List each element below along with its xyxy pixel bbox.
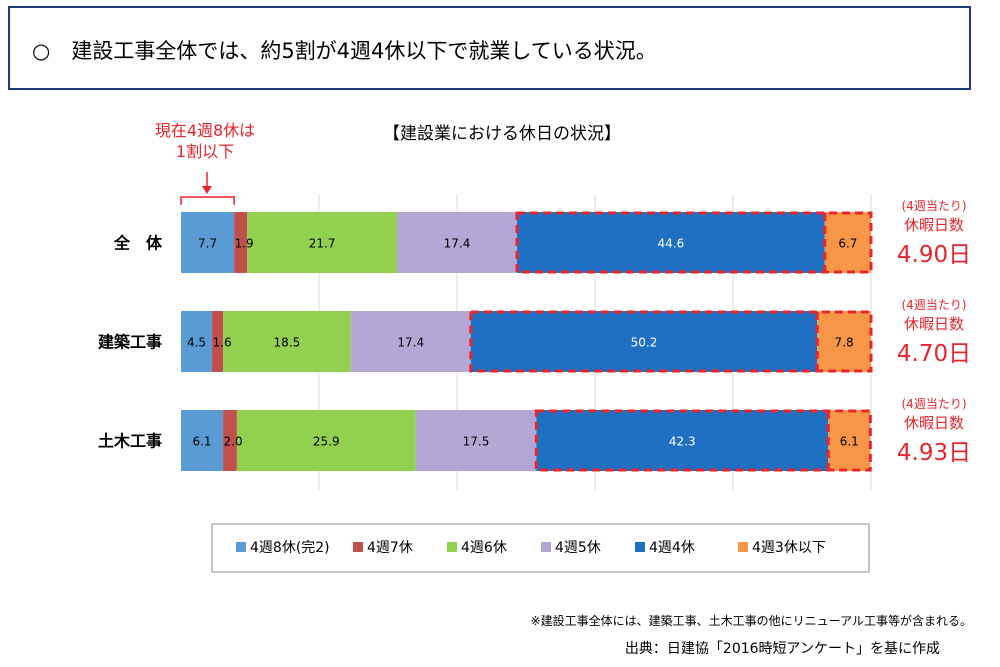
bar-segment [817,311,871,372]
callout: 現在4週8休は 1割以下 [120,120,290,162]
data-label: 1.9 [235,237,254,251]
legend-label: 4週3休以下 [752,540,826,556]
legend-swatch [738,542,748,552]
callout-arrow-head [202,186,212,194]
legend-swatch [635,542,645,552]
data-label: 6.1 [192,435,211,449]
bar-segment [247,212,397,273]
data-label: 2.0 [224,435,243,449]
chart-title: 【建設業における休日の状況】 [383,124,621,144]
data-label: 4.5 [187,336,206,350]
header-text: ○ 建設工事全体では、約5割が4週4休以下で就業している状況。 [32,39,657,63]
bar-segment [828,410,871,471]
data-label: 44.6 [658,237,685,251]
data-label: 17.5 [463,435,490,449]
bar-segment [223,410,237,471]
callout-line1: 現在4週8休は [154,121,256,140]
footnote: ※建設工事全体には、建築工事、土木工事の他にリニューアル工事等が含まれる。 [530,614,972,628]
bar-segment [223,311,351,372]
legend-label: 4週4休 [649,540,695,556]
bar-segment [236,410,416,471]
data-label: 17.4 [397,336,424,350]
category-label: 土木工事 [98,432,162,451]
callout-bracket [180,196,235,205]
legend-swatch [447,542,457,552]
legend-swatch [353,542,363,552]
bar-segment [396,212,518,273]
bar-segment [212,311,224,372]
bar-segment [181,311,213,372]
legend-label: 4週6休 [461,540,507,556]
side-label-sub: (4週当たり) [902,199,967,213]
bar-segment [470,311,818,372]
side-label-value: 4.93日 [897,440,971,466]
data-label: 1.6 [213,336,232,350]
legend-label: 4週5休 [555,540,601,556]
data-label: 21.7 [309,237,336,251]
legend-box [211,523,870,573]
header-box: ○ 建設工事全体では、約5割が4週4休以下で就業している状況。 [8,6,971,90]
data-label: 6.1 [840,435,859,449]
source: 出典：日建協「2016時短アンケート」を基に作成 [624,641,940,657]
bar-segment [234,212,248,273]
data-label: 6.7 [838,237,857,251]
bar-segment [824,212,871,273]
bar-segment [350,311,471,372]
highlight-box [534,409,872,472]
highlight-box [515,211,873,274]
side-label-value: 4.70日 [897,341,971,367]
legend-label: 4週8休(完2) [250,540,330,556]
data-label: 18.5 [274,336,301,350]
data-label: 42.3 [669,435,696,449]
category-label: 全 体 [113,234,163,253]
side-label-title: 休暇日数 [904,414,964,432]
side-label-sub: (4週当たり) [902,298,967,312]
side-label-value: 4.90日 [897,242,971,268]
bar-segment [181,410,224,471]
bar-segment [536,410,829,471]
side-label-title: 休暇日数 [904,216,964,234]
data-label: 25.9 [313,435,340,449]
legend-swatch [236,542,246,552]
highlight-box [469,310,873,373]
data-label: 17.4 [444,237,471,251]
data-label: 7.8 [835,336,854,350]
side-label-sub: (4週当たり) [902,397,967,411]
bar-segment [415,410,537,471]
callout-line2: 1割以下 [175,142,235,161]
bar-segment [517,212,825,273]
data-label: 50.2 [631,336,658,350]
side-label-title: 休暇日数 [904,315,964,333]
category-label: 建築工事 [98,333,162,352]
bar-segment [181,212,235,273]
legend-swatch [541,542,551,552]
data-label: 7.7 [198,237,217,251]
legend-label: 4週7休 [367,540,413,556]
